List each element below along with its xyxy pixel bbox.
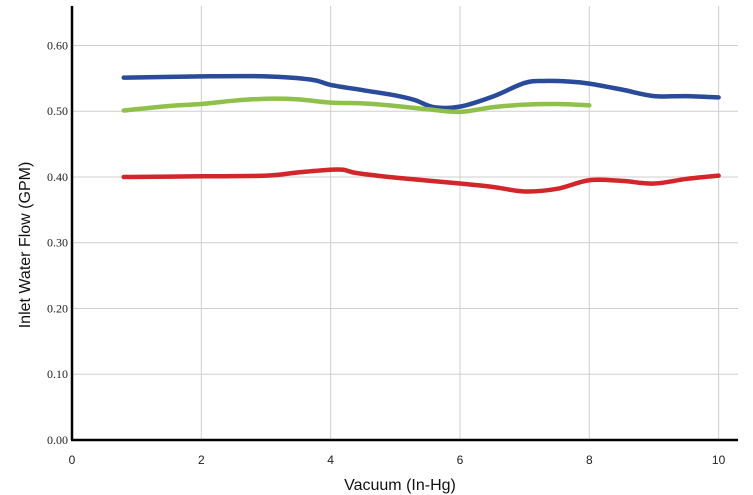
x-axis-title: Vacuum (In-Hg) bbox=[344, 477, 456, 494]
y-tick-label: 0.40 bbox=[47, 170, 68, 184]
y-tick-label: 0.20 bbox=[47, 301, 68, 315]
x-tick-label: 8 bbox=[586, 453, 593, 467]
grid bbox=[72, 6, 738, 440]
y-tick-label: 0.30 bbox=[47, 236, 68, 250]
x-tick-label: 10 bbox=[712, 453, 726, 467]
x-tick-label: 2 bbox=[198, 453, 205, 467]
y-tick-label: 0.10 bbox=[47, 367, 68, 381]
y-axis-title: Inlet Water Flow (GPM) bbox=[17, 162, 34, 329]
x-tick-label: 0 bbox=[69, 453, 76, 467]
y-tick-label: 0.50 bbox=[47, 104, 68, 118]
y-tick-label: 0.60 bbox=[47, 38, 68, 52]
x-tick-label: 4 bbox=[327, 453, 334, 467]
series-line-blue bbox=[121, 73, 721, 111]
series-line-green bbox=[121, 96, 592, 115]
series-line-red bbox=[121, 167, 721, 194]
tick-labels: 0 2 4 6 8 10 0.00 0.10 0.20 0.30 0.40 0.50 0.60 bbox=[47, 38, 726, 467]
axes bbox=[70, 6, 738, 442]
series-group bbox=[121, 73, 721, 194]
x-tick-label: 6 bbox=[457, 453, 464, 467]
y-tick-label: 0.00 bbox=[47, 433, 68, 447]
